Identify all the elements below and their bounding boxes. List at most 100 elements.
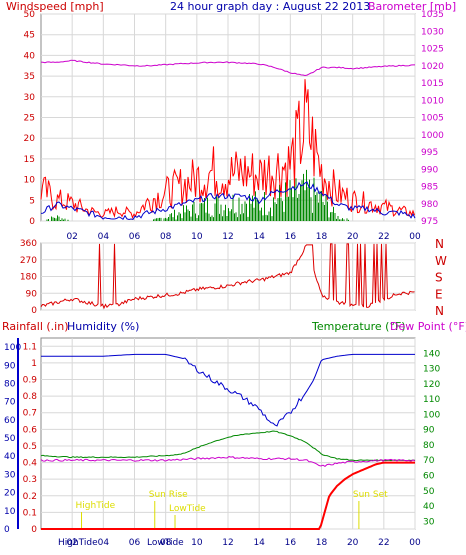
grid-3	[41, 338, 416, 530]
y-tick-temp-label: 90	[423, 426, 435, 436]
y-ticks-rain: 0 0.1 0.2 0.3 0.4 0.5 0.6 0.7 0.8 0.9 1 1.1	[23, 342, 38, 535]
grid-2	[41, 242, 416, 311]
x-tick-label: 20	[347, 538, 359, 548]
y-tick-rain-label: 0.3	[23, 475, 37, 485]
x-tick-label: 12	[222, 538, 233, 548]
ylabel-right: Barometer [mb]	[368, 0, 456, 13]
x-tick-label: 10	[191, 232, 203, 242]
x-tick-label: 12	[222, 232, 233, 242]
y-tick-left-label: 50	[24, 10, 36, 20]
y-tick-left-label: 20	[24, 134, 36, 144]
dewpoint-line	[40, 456, 416, 468]
y-ticks-temperature: 30 40 50 60 70 80 90 100 110 120 130 140	[423, 349, 440, 527]
y-tick-temp-label: 50	[423, 487, 435, 497]
y-tick-temp-label: 30	[423, 517, 435, 527]
y-tick-rain-label: 0.5	[23, 442, 37, 452]
x-tick-label: 00	[409, 232, 421, 242]
lowtide-x-label: LowTide	[147, 538, 184, 548]
y-tick-humidity-label: 90	[4, 361, 16, 371]
y-tick-left-label: 0	[31, 306, 37, 316]
average-line	[40, 181, 416, 221]
y-tick-temp-label: 40	[423, 502, 435, 512]
y-tick-left-label: 35	[24, 72, 35, 82]
annotation-label: Sun Set	[353, 490, 388, 500]
y-tick-rain-label: 0.7	[23, 409, 37, 419]
x-tick-label: 16	[285, 538, 297, 548]
x-ticks-1: 02 04 06 08 10 12 14 16 18 20 22 00	[66, 232, 421, 242]
annotation-label: Sun Rise	[149, 490, 188, 500]
y-tick-left-label: 25	[24, 114, 35, 124]
y-tick-humidity-label: 20	[4, 489, 16, 499]
y-tick-left-label: 15	[24, 155, 35, 165]
y-tick-left-label: 360	[20, 239, 37, 249]
y-tick-humidity-label: 10	[4, 507, 16, 517]
y-tick-left-label: 270	[20, 256, 37, 266]
x-tick-label: 22	[378, 232, 389, 242]
y-tick-left-label: 30	[24, 93, 36, 103]
ylabel-temperature: Temperature (°F)	[311, 320, 406, 333]
compass-label: S	[435, 271, 443, 285]
x-tick-label: 18	[316, 538, 328, 548]
ylabel-dewpoint: Dew Point (°F)	[390, 320, 466, 333]
y-tick-rain-label: 0.1	[23, 508, 37, 518]
y-tick-temp-label: 110	[423, 395, 440, 405]
y-tick-right-label: 1030	[421, 27, 444, 37]
y-tick-right-label: 985	[421, 183, 438, 193]
annotation-label: LowTide	[169, 504, 206, 514]
ylabel-humidity: Humidity (%)	[67, 320, 139, 333]
series-2	[40, 243, 415, 310]
x-tick-label: 10	[191, 538, 203, 548]
barometer-line	[40, 59, 415, 77]
y-ticks-left-1: 0 5 10 15 20 25 30 35 40 45 50	[24, 10, 36, 227]
wind-barometer-panel: Windspeed [mph] 24 hour graph day : Augu…	[6, 0, 456, 242]
direction-line	[40, 243, 415, 310]
x-tick-label: 14	[253, 232, 265, 242]
y-tick-humidity-label: 60	[4, 416, 16, 426]
compass-label: N	[435, 304, 444, 318]
ylabel-left: Windspeed [mph]	[6, 0, 104, 13]
y-tick-temp-label: 100	[423, 410, 440, 420]
x-tick-label: 16	[285, 232, 297, 242]
y-tick-humidity-label: 80	[4, 379, 16, 389]
y-tick-rain-label: 0.9	[23, 376, 38, 386]
hightide-x-label: HighTide	[58, 538, 98, 548]
x-tick-label: 08	[160, 538, 172, 548]
y-tick-right-label: 1005	[421, 114, 444, 124]
chart-title: 24 hour graph day : August 22 2013	[170, 0, 370, 13]
y-tick-rain-label: 1	[31, 359, 37, 369]
series-1	[40, 59, 416, 221]
y-tick-humidity-label: 50	[4, 434, 16, 444]
x-tick-label: 14	[253, 538, 265, 548]
y-tick-left-label: 10	[24, 176, 36, 186]
annotation-label: HighTide	[76, 501, 116, 511]
y-tick-rain-label: 0	[31, 525, 37, 535]
y-tick-rain-label: 0.4	[23, 459, 38, 469]
gust-line	[40, 79, 415, 219]
y-tick-humidity-label: 30	[4, 470, 16, 480]
y-tick-right-label: 1015	[421, 79, 444, 89]
y-ticks-left-2: 0 90 180 270 360	[20, 239, 37, 316]
ylabel-rain: Rainfall (.in)	[2, 320, 69, 333]
y-tick-right-label: 1020	[421, 62, 444, 72]
x-ticks-3: 02 04 06 08 10 12 14 16 18 20 22 00 HighTide LowTide	[58, 538, 421, 548]
y-tick-temp-label: 60	[423, 472, 435, 482]
y-tick-right-label: 990	[421, 165, 438, 175]
rain-humidity-temp-panel: Rainfall (.in) Humidity (%) Temperature …	[2, 320, 466, 548]
y-tick-humidity-label: 40	[4, 452, 16, 462]
y-ticks-right-1: 975 980 985 990 995 1000 1005 1010 1015 1020 1025 1…	[421, 10, 444, 227]
y-tick-rain-label: 0.8	[23, 392, 38, 402]
y-ticks-humidity: 0 10 20 30 40 50 60 70 80 90 100	[4, 343, 21, 535]
y-tick-rain-label: 0.2	[23, 492, 37, 502]
y-tick-right-label: 1035	[421, 10, 444, 20]
compass-label: N	[435, 237, 444, 251]
grid-1	[41, 13, 416, 222]
y-tick-left-label: 90	[26, 289, 38, 299]
x-tick-label: 06	[129, 232, 141, 242]
y-tick-left-label: 180	[20, 273, 37, 283]
y-tick-temp-label: 140	[423, 349, 440, 359]
x-tick-label: 08	[160, 232, 172, 242]
